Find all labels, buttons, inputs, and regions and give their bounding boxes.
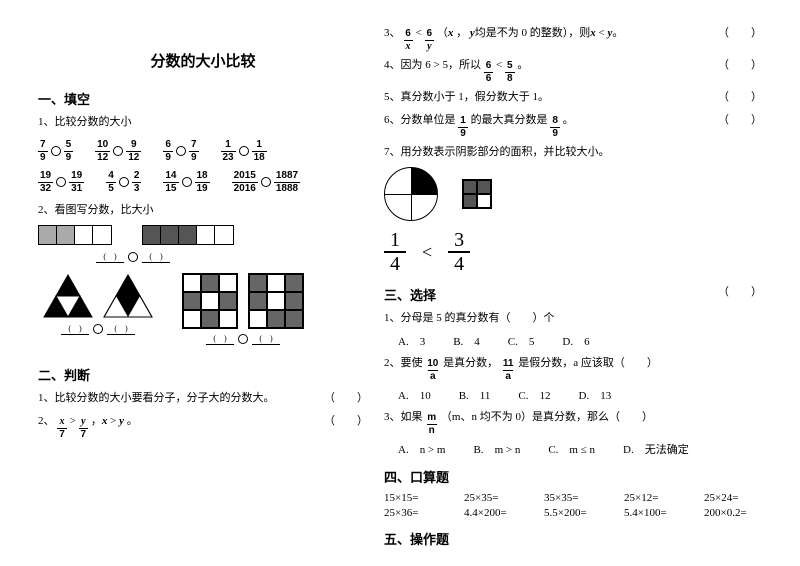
- opt-a[interactable]: A. n > m: [398, 441, 445, 457]
- paren-blank[interactable]: （ ）: [324, 390, 368, 408]
- triangle-b-icon: [102, 273, 154, 319]
- choice-q2: 2、要使 10a 是真分数， 11a 是假分数，a 应该取（ ）: [384, 355, 762, 382]
- q2-label: 2、看图写分数，比大小: [38, 202, 368, 220]
- section-5-heading: 五、操作题: [384, 529, 762, 548]
- q2-options: A. 10 B. 11 C. 12 D. 13: [384, 387, 762, 403]
- judge-6: 6、分数单位是 19 的最大真分数是 89 。 （ ）: [384, 112, 762, 139]
- frac-comp: 1415 1819: [163, 171, 209, 194]
- frac-comp: 79 59: [38, 140, 73, 163]
- frac-comp: 20152016 18871888: [232, 171, 301, 194]
- paren-blank[interactable]: （ ）: [718, 112, 762, 130]
- section-2-heading: 二、判断: [38, 365, 368, 384]
- answer-line-2[interactable]: ( )( ): [38, 323, 158, 335]
- compare-circle[interactable]: [56, 177, 66, 187]
- opt-c[interactable]: C. m ≤ n: [548, 441, 595, 457]
- triangle-a-icon: [42, 273, 94, 319]
- judge-7: 7、用分数表示阴影部分的面积，并比较大小。: [384, 144, 762, 162]
- frac-comp: 45 23: [106, 171, 141, 194]
- opt-d[interactable]: D. 无法确定: [623, 441, 689, 457]
- square-2x2: [462, 179, 492, 209]
- q1-options: A. 3 B. 4 C. 5 D. 6: [384, 333, 762, 349]
- opt-b[interactable]: B. m > n: [473, 441, 520, 457]
- rectangle-figures: [38, 225, 368, 245]
- opt-a[interactable]: A. 3: [398, 333, 425, 349]
- paren-blank[interactable]: （ ）: [718, 57, 762, 75]
- choice-q3: 3、如果 mn （m、n 均不为 0）是真分数，那么（ ）: [384, 409, 762, 436]
- q1-label: 1、比较分数的大小: [38, 114, 368, 132]
- judge-2: 2、 x7 > y7 ，x > y 。 （ ）: [38, 413, 368, 440]
- section-1-heading: 一、填空: [38, 89, 368, 108]
- grid-a: [182, 273, 238, 329]
- judge-3: 3、 6x < 6y （x ， y均是不为 0 的整数），则x < y。 （ ）: [384, 25, 762, 52]
- pie-square-figures: [384, 167, 762, 221]
- frac-comp: 123 118: [221, 140, 267, 163]
- page-title: 分数的大小比较: [38, 50, 368, 71]
- judge-4: 4、因为 6 > 5，所以 66 < 58 。 （ ）: [384, 57, 762, 84]
- opt-b[interactable]: B. 4: [453, 333, 480, 349]
- calc-row-2: 25×36=4.4×200=5.5×200=5.4×100=200×0.2=: [384, 507, 762, 519]
- triangle-grid-row: ( )( ) ( )( ): [38, 273, 368, 355]
- opt-c[interactable]: C. 5: [508, 333, 535, 349]
- paren-blank[interactable]: （ ）: [324, 413, 368, 431]
- compare-circle[interactable]: [176, 146, 186, 156]
- big-fraction-compare: 14 < 34: [384, 229, 762, 275]
- frac-row-1: 79 59 1012 912 69 79 123 118: [38, 140, 368, 163]
- frac-comp: 1932 1931: [38, 171, 84, 194]
- paren-blank[interactable]: （ ）: [718, 25, 762, 43]
- section-4-heading: 四、口算题: [384, 467, 762, 486]
- choice-q1: 1、分母是 5 的真分数有（ ）个: [384, 310, 762, 328]
- opt-c[interactable]: C. 12: [518, 387, 550, 403]
- compare-circle[interactable]: [182, 177, 192, 187]
- opt-b[interactable]: B. 11: [459, 387, 491, 403]
- frac-comp: 69 79: [163, 140, 198, 163]
- answer-line-1[interactable]: ( )( ): [38, 251, 228, 263]
- opt-d[interactable]: D. 13: [578, 387, 611, 403]
- judge-1: 1、比较分数的大小要看分子，分子大的分数大。 （ ）: [38, 390, 368, 408]
- pie-icon: [384, 167, 438, 221]
- compare-circle[interactable]: [113, 146, 123, 156]
- opt-d[interactable]: D. 6: [562, 333, 589, 349]
- compare-circle[interactable]: [239, 146, 249, 156]
- paren-blank[interactable]: （ ）: [718, 283, 762, 299]
- answer-line-3[interactable]: ( )( ): [178, 333, 308, 345]
- calc-row-1: 15×15=25×35=35×35=25×12=25×24=: [384, 492, 762, 504]
- section-3-heading: 三、选择: [384, 285, 762, 304]
- compare-circle[interactable]: [119, 177, 129, 187]
- judge-5: 5、真分数小于 1，假分数大于 1。 （ ）: [384, 89, 762, 107]
- grid-b: [248, 273, 304, 329]
- compare-circle[interactable]: [51, 146, 61, 156]
- opt-a[interactable]: A. 10: [398, 387, 431, 403]
- paren-blank[interactable]: （ ）: [718, 89, 762, 107]
- frac-row-2: 1932 1931 45 23 1415 1819 20152016 18871…: [38, 171, 368, 194]
- q3-options: A. n > m B. m > n C. m ≤ n D. 无法确定: [384, 441, 762, 457]
- rect-group-b: [142, 225, 234, 245]
- compare-circle[interactable]: [261, 177, 271, 187]
- frac-comp: 1012 912: [95, 140, 141, 163]
- rect-group-a: [38, 225, 112, 245]
